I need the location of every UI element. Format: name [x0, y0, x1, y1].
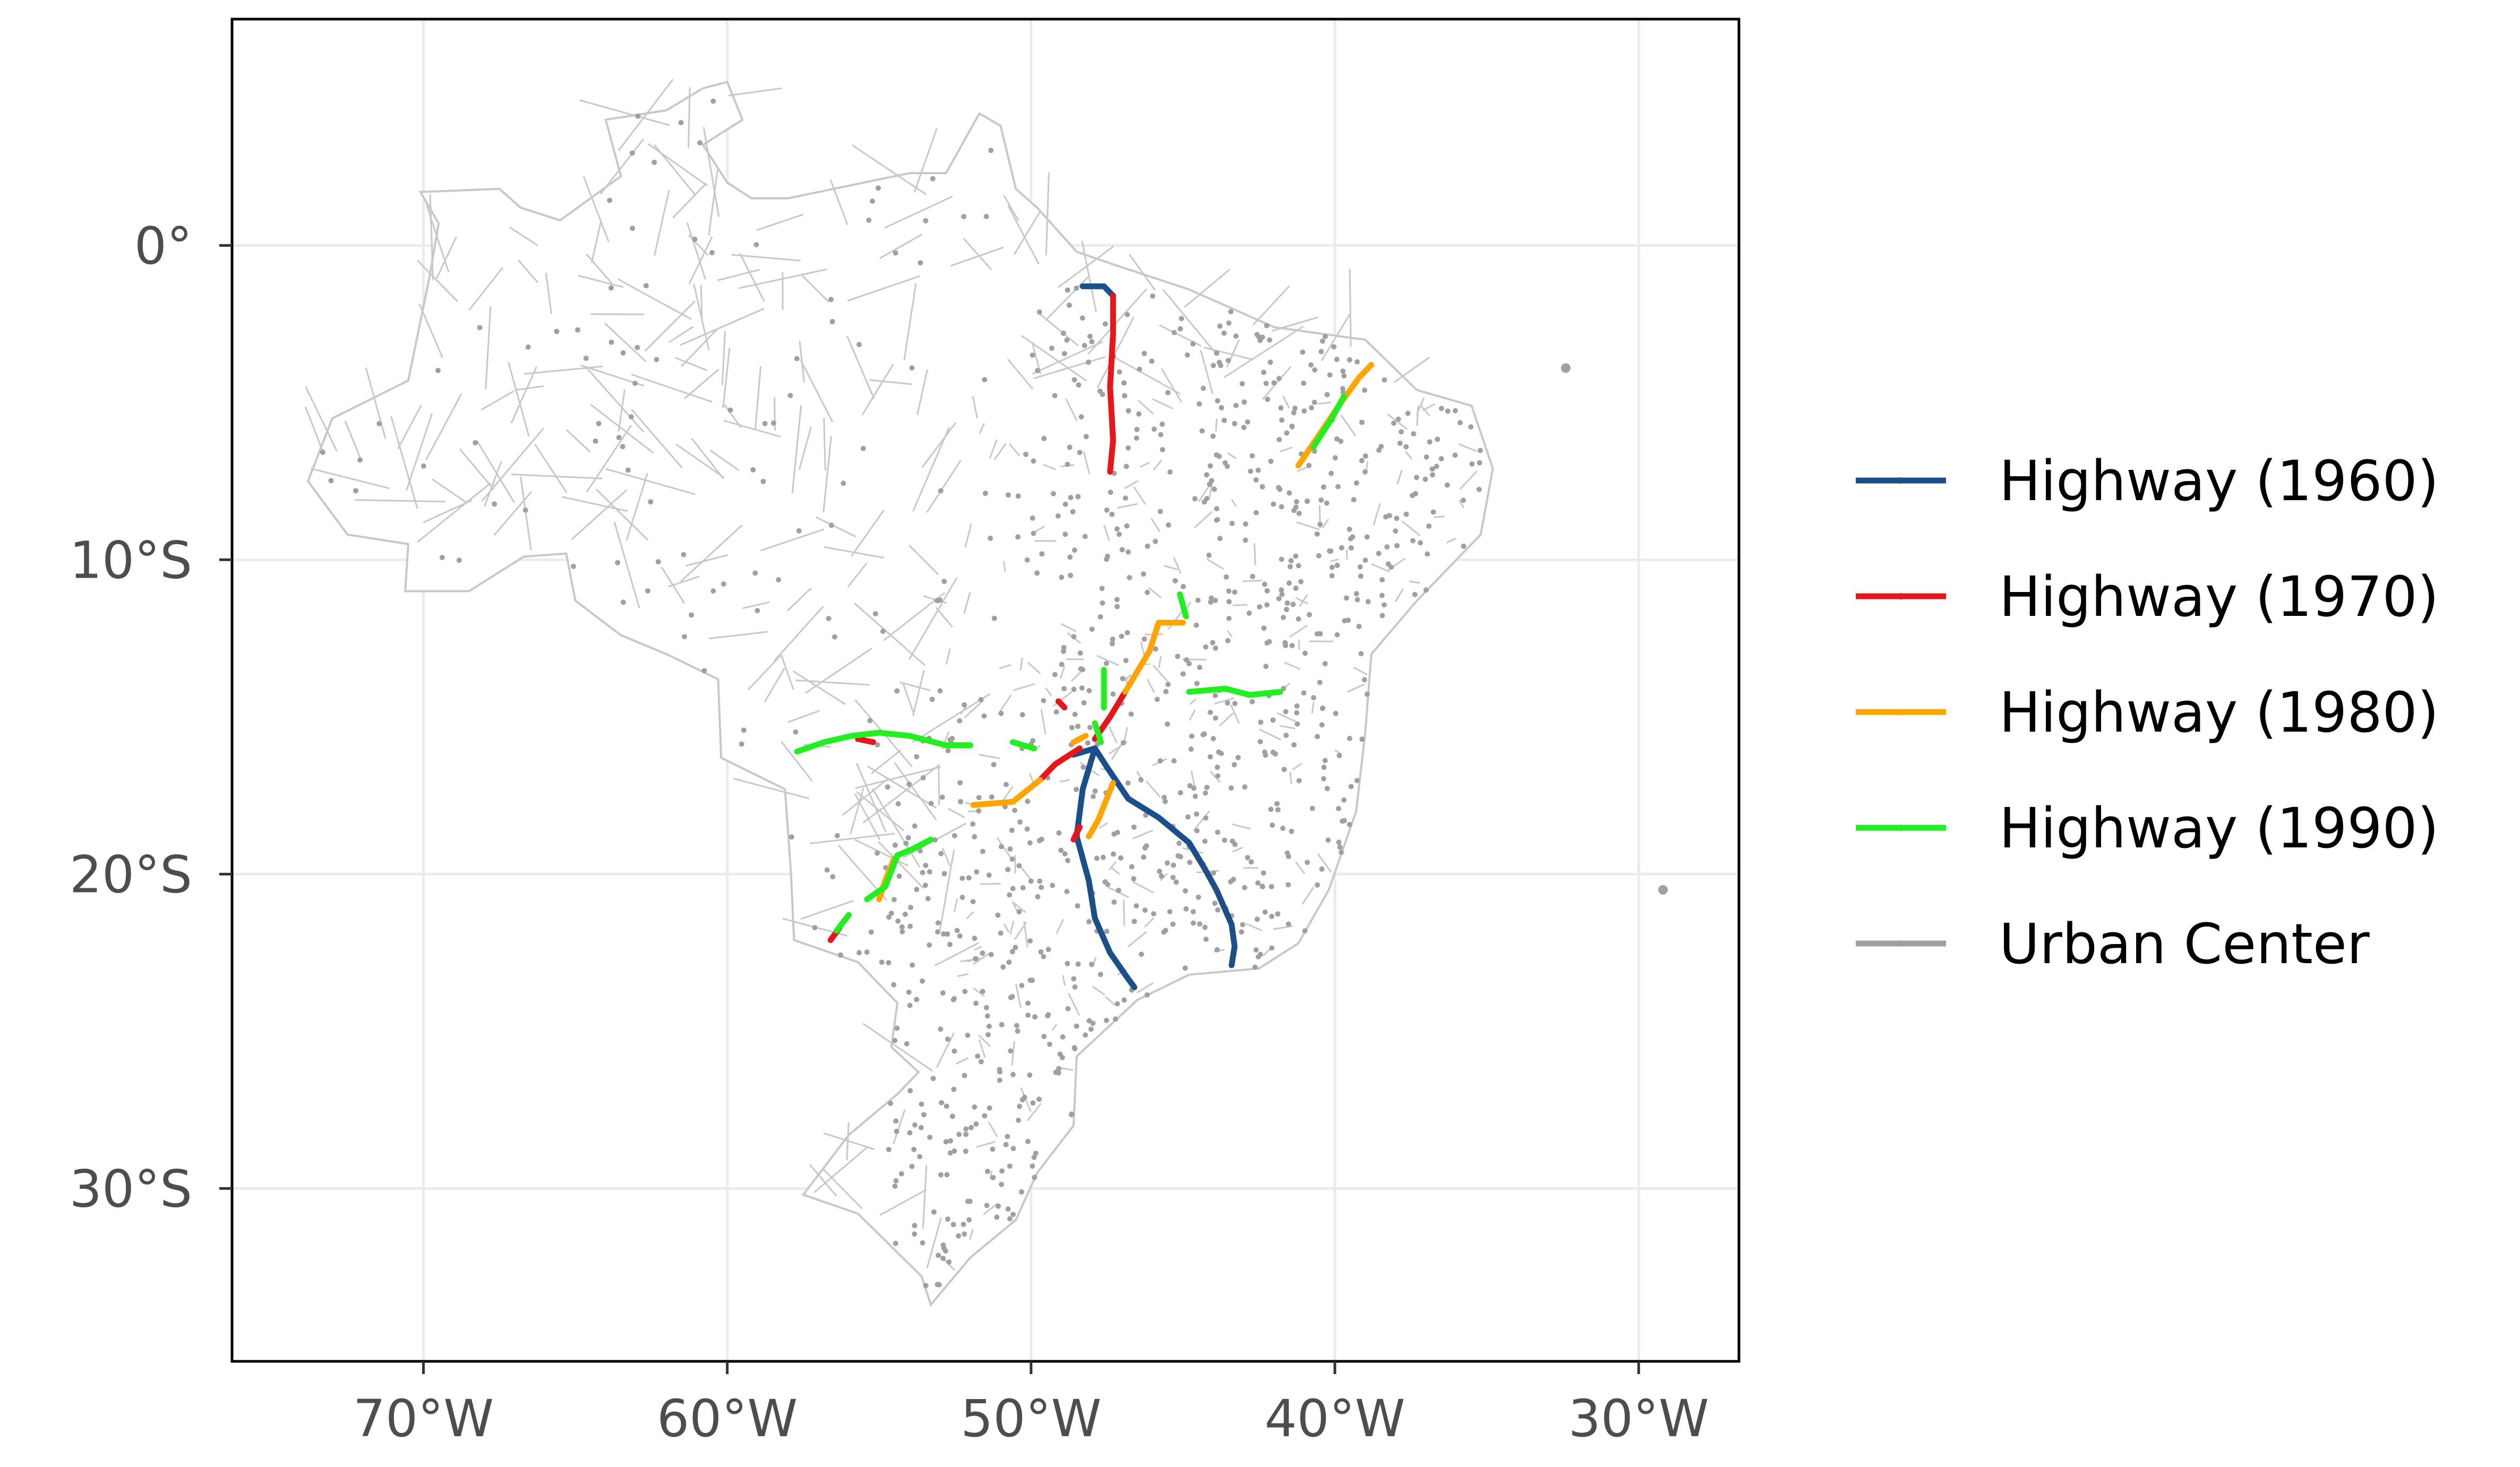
panel-border — [230, 18, 1741, 1363]
highway-line — [864, 836, 934, 903]
urban-center-point — [1561, 363, 1571, 373]
highway-line — [1074, 745, 1137, 990]
y-tick-label: 0° — [134, 216, 192, 276]
legend-item: Highway (1990) — [1856, 796, 2439, 861]
y-axis: 0° 10°S 20°S 30°S — [70, 216, 232, 1219]
highway-line — [1070, 745, 1098, 758]
highway-line — [794, 730, 973, 754]
highway-line — [1086, 780, 1116, 839]
highway-line — [1107, 293, 1116, 475]
legend-key-point — [1898, 477, 1904, 484]
highway-line — [1310, 393, 1347, 450]
highway-series — [1070, 283, 1238, 990]
y-tick-label: 30°S — [70, 1159, 192, 1219]
legend-label: Highway (1990) — [1999, 796, 2439, 861]
legend-key-point — [1898, 825, 1904, 831]
legend-label: Highway (1970) — [1999, 564, 2439, 629]
highway-line — [1010, 739, 1037, 751]
map-layer — [305, 79, 1668, 1307]
urban-center-points — [320, 98, 1668, 1289]
legend-key-point — [1898, 709, 1904, 715]
legend-item: Highway (1960) — [1856, 449, 2439, 513]
highway-line — [1070, 824, 1083, 843]
urban-center-point — [1658, 885, 1668, 895]
highway-line — [1055, 698, 1068, 711]
x-tick-label: 50°W — [961, 1389, 1101, 1448]
highway-line — [1186, 685, 1283, 698]
municipal-boundaries — [305, 79, 1478, 1271]
x-tick-label: 40°W — [1264, 1389, 1405, 1448]
legend-item: Highway (1980) — [1856, 680, 2439, 745]
highway-line — [1177, 591, 1189, 620]
highway-line — [1070, 733, 1089, 745]
x-tick-label: 30°W — [1568, 1389, 1709, 1448]
legend-key-point — [1898, 593, 1904, 599]
legend-label: Highway (1980) — [1999, 680, 2439, 745]
legend-item: Highway (1970) — [1856, 564, 2439, 629]
highway-line — [970, 777, 1043, 808]
highway-lines — [794, 283, 1375, 990]
y-tick-label: 20°S — [70, 845, 192, 904]
x-tick-label: 70°W — [353, 1389, 494, 1448]
highway-line — [855, 736, 876, 745]
x-tick-label: 60°W — [657, 1389, 798, 1448]
highway-series — [794, 393, 1347, 934]
highway-line — [1092, 745, 1238, 968]
highway-line — [1092, 720, 1104, 745]
highway-line — [834, 912, 852, 934]
highway-line — [1079, 283, 1116, 299]
highway-line — [1122, 620, 1186, 695]
x-axis: 70°W 60°W 50°W 40°W 30°W — [353, 1361, 1709, 1448]
legend-label: Highway (1960) — [1999, 449, 2439, 513]
highway-line — [1037, 745, 1083, 783]
y-tick-label: 10°S — [70, 530, 192, 590]
legend: Highway (1960) Highway (1970) Highway (198… — [1856, 449, 2439, 976]
legend-label: Urban Center — [1999, 912, 2370, 976]
legend-item: Urban Center — [1856, 912, 2370, 976]
legend-key-point — [1898, 940, 1904, 947]
